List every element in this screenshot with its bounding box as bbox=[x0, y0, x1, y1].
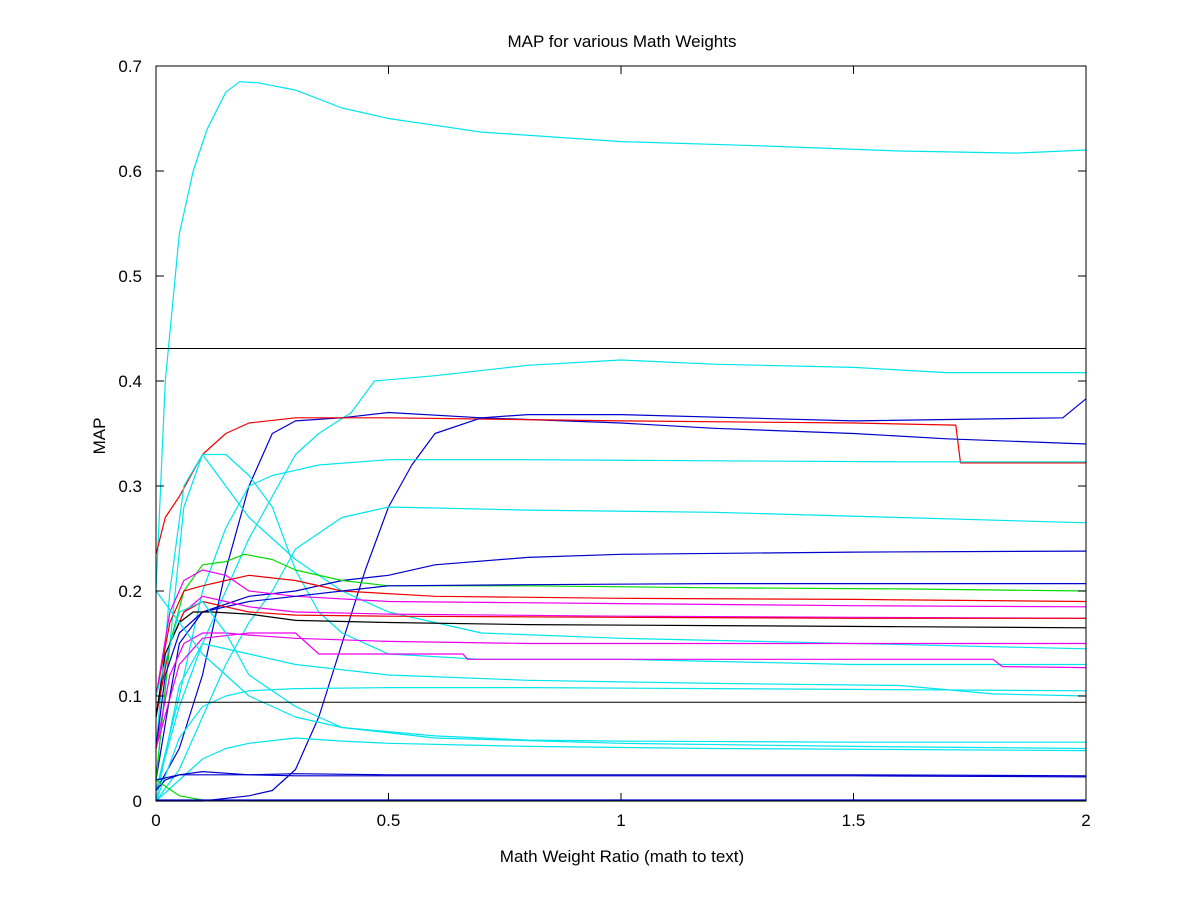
x-tick-label: 2 bbox=[1081, 811, 1090, 830]
y-tick-label: 0.5 bbox=[118, 267, 142, 286]
series-line-22 bbox=[155, 737, 1087, 802]
series-line-1 bbox=[155, 81, 1087, 592]
y-axis-ticks: 0 0.1 0.2 0.3 0.4 0.5 0.6 0.7 bbox=[118, 57, 1086, 811]
series-line-11 bbox=[155, 553, 1087, 781]
series-line-4 bbox=[155, 417, 1086, 555]
y-tick-label: 0.6 bbox=[118, 162, 142, 181]
series-line-18 bbox=[155, 632, 1086, 749]
series-line-10 bbox=[155, 550, 1087, 781]
series-line-13 bbox=[155, 569, 1087, 697]
y-tick-label: 0.4 bbox=[118, 372, 142, 391]
series-line-17 bbox=[155, 611, 1087, 718]
series-line-9 bbox=[155, 506, 1087, 802]
x-tick-label: 1.5 bbox=[842, 811, 866, 830]
series-line-21 bbox=[155, 600, 1087, 750]
series-line-14 bbox=[155, 583, 1086, 749]
y-tick-label: 0.7 bbox=[118, 57, 142, 76]
y-tick-label: 0.3 bbox=[118, 477, 142, 496]
reference-lines bbox=[156, 347, 1086, 703]
series-line-3 bbox=[155, 411, 1087, 791]
plot-frame bbox=[155, 65, 1087, 802]
x-tick-label: 1 bbox=[616, 811, 625, 830]
y-tick-label: 0 bbox=[133, 792, 142, 811]
series-line-20 bbox=[155, 590, 1086, 743]
series-line-19 bbox=[155, 632, 1087, 749]
series-line-24 bbox=[155, 642, 1087, 802]
series-line-12 bbox=[155, 574, 1087, 697]
x-tick-label: 0.5 bbox=[377, 811, 401, 830]
y-tick-label: 0.2 bbox=[118, 582, 142, 601]
series-line-25 bbox=[155, 771, 1087, 791]
plot-series bbox=[155, 81, 1087, 802]
series-line-23 bbox=[155, 687, 1087, 802]
x-axis-ticks: 0 0.5 1 1.5 2 bbox=[151, 66, 1091, 830]
series-line-7 bbox=[155, 453, 1087, 749]
series-line-26 bbox=[155, 774, 1087, 781]
x-tick-label: 0 bbox=[151, 811, 160, 830]
y-tick-label: 0.1 bbox=[118, 687, 142, 706]
x-axis-label: Math Weight Ratio (math to text) bbox=[500, 847, 744, 866]
y-axis-label: MAP bbox=[90, 418, 109, 455]
series-line-8 bbox=[155, 459, 1086, 791]
chart-title: MAP for various Math Weights bbox=[508, 32, 737, 51]
series-line-15 bbox=[155, 595, 1087, 718]
